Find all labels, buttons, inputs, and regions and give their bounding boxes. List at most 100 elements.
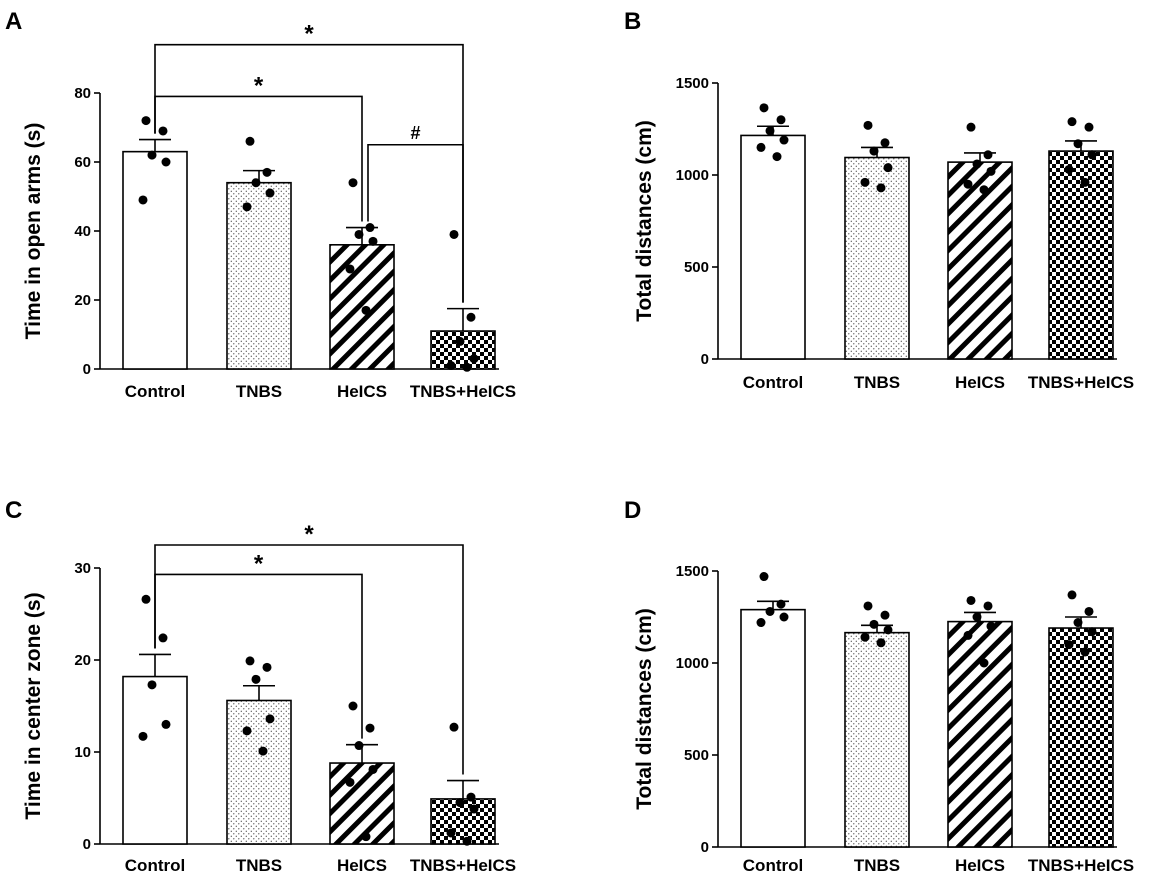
data-point <box>158 126 168 136</box>
data-point <box>242 726 252 736</box>
data-point <box>979 185 989 195</box>
y-tick-label: 10 <box>74 744 91 761</box>
data-point <box>147 150 157 160</box>
data-point <box>365 723 375 733</box>
panel-letter: C <box>5 497 22 524</box>
significance-bracket <box>154 573 363 739</box>
y-tick-label: 0 <box>701 351 709 368</box>
y-tick-label: 1000 <box>676 655 709 672</box>
data-point <box>1080 647 1090 657</box>
data-point <box>449 722 459 732</box>
data-point <box>161 157 171 167</box>
data-point <box>869 146 879 156</box>
data-point <box>262 167 272 177</box>
category-label: HeICS <box>955 373 1005 392</box>
category-label: TNBS+HeICS <box>1028 856 1134 875</box>
data-point <box>869 619 879 629</box>
significance-bracket <box>154 95 363 222</box>
significance-bracket <box>154 43 464 303</box>
y-axis-title: Time in open arms (s) <box>22 123 45 340</box>
panel-a: A Time in open arms (s) 0 20 40 60 80 Control TN… <box>5 8 516 401</box>
bar-heics <box>947 620 1013 848</box>
bar-control <box>740 608 806 848</box>
data-point <box>779 135 789 145</box>
data-point <box>776 599 786 609</box>
data-point <box>262 662 272 672</box>
data-point <box>141 116 151 126</box>
y-tick-label: 500 <box>684 747 709 764</box>
data-point <box>876 183 886 193</box>
data-point <box>1073 618 1083 628</box>
data-point <box>1064 164 1074 174</box>
significance-label: * <box>304 21 314 48</box>
y-axis-title: Total distances (cm) <box>633 608 656 810</box>
data-point <box>251 674 261 684</box>
data-point <box>265 714 275 724</box>
category-label: TNBS <box>854 373 900 392</box>
data-point <box>863 601 873 611</box>
data-point <box>966 122 976 132</box>
data-point <box>880 138 890 148</box>
data-point <box>883 625 893 635</box>
data-point <box>1067 590 1077 600</box>
bar-heics <box>329 244 395 370</box>
bar-heics <box>947 161 1013 360</box>
bar-control <box>122 150 188 370</box>
data-point <box>1087 627 1097 637</box>
data-point <box>1073 139 1083 149</box>
y-tick-label: 0 <box>83 361 91 378</box>
bar-tnbs-heics <box>430 330 496 370</box>
y-tick-label: 1500 <box>676 563 709 580</box>
data-point <box>446 828 456 838</box>
y-tick-label: 30 <box>74 560 91 577</box>
data-point <box>1064 640 1074 650</box>
data-point <box>979 658 989 668</box>
bar-control <box>122 675 188 845</box>
data-point <box>876 638 886 648</box>
data-point <box>345 264 355 274</box>
data-point <box>265 188 275 198</box>
data-point <box>449 229 459 239</box>
data-point <box>348 178 358 188</box>
data-point <box>1067 117 1077 127</box>
panel-letter: D <box>624 497 641 524</box>
category-label: TNBS <box>236 382 282 401</box>
data-point <box>756 618 766 628</box>
data-point <box>469 804 479 814</box>
data-point <box>1080 177 1090 187</box>
data-point <box>963 630 973 640</box>
data-point <box>455 798 465 808</box>
y-tick-label: 500 <box>684 259 709 276</box>
category-label: TNBS+HeICS <box>1028 373 1134 392</box>
panel-d: D Total distances (cm) 0 500 1000 1500 Control… <box>624 497 1134 875</box>
data-point <box>966 595 976 605</box>
data-point <box>1087 150 1097 160</box>
data-point <box>986 621 996 631</box>
data-point <box>345 777 355 787</box>
data-point <box>972 159 982 169</box>
data-point <box>986 166 996 176</box>
data-point <box>138 195 148 205</box>
data-point <box>245 136 255 146</box>
significance-label: * <box>254 550 264 577</box>
data-point <box>446 361 456 371</box>
data-point <box>245 656 255 666</box>
y-tick-label: 1000 <box>676 167 709 184</box>
data-point <box>880 610 890 620</box>
data-point <box>469 354 479 364</box>
panel-b: B Total distances (cm) 0 500 1000 1500 Control… <box>624 8 1134 392</box>
data-point <box>466 312 476 322</box>
bar-heics <box>329 762 395 845</box>
bar-tnbs-heics <box>1048 627 1114 848</box>
data-point <box>883 163 893 173</box>
data-point <box>354 229 364 239</box>
significance-label: * <box>254 72 264 99</box>
category-label: HeICS <box>337 382 387 401</box>
bar-tnbs <box>844 631 910 848</box>
data-point <box>251 178 261 188</box>
data-point <box>983 150 993 160</box>
data-point <box>983 601 993 611</box>
category-label: HeICS <box>337 856 387 875</box>
data-point <box>863 120 873 130</box>
